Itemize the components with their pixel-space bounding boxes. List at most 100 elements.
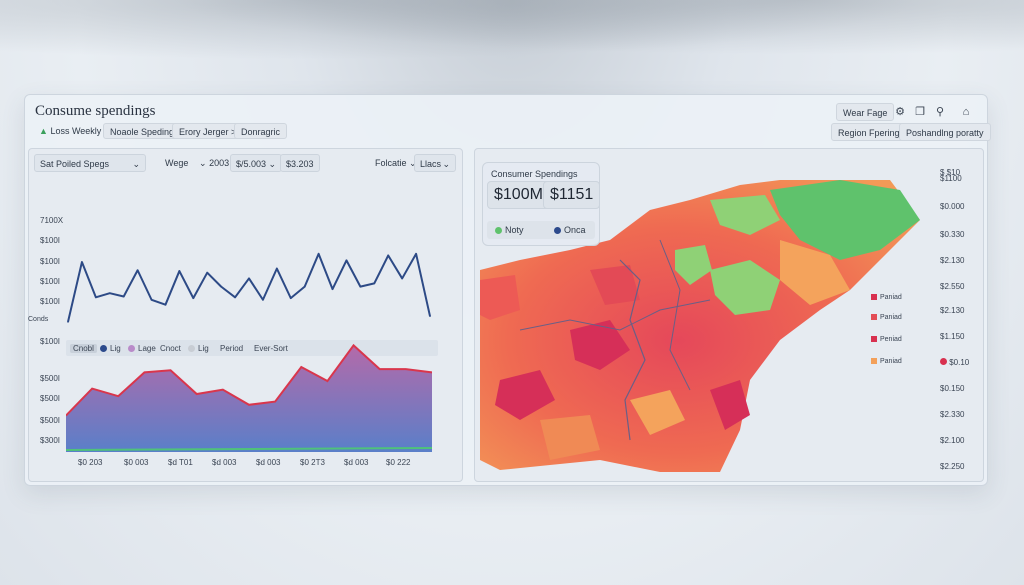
swatch-icon — [871, 358, 877, 364]
chevron-down-icon: ⌄ — [268, 159, 277, 169]
legend-item-lage[interactable]: Lage — [128, 344, 156, 353]
area-series-fill — [66, 345, 432, 452]
y-tick-label: $100I — [40, 236, 61, 245]
period-select[interactable]: Sat Poiled Spegs ⌄ — [34, 154, 146, 172]
value-chip-1[interactable]: $/5.003 ⌄ — [230, 154, 283, 172]
green-dot-icon — [495, 227, 502, 234]
legend-item-lig-2[interactable]: Lig — [188, 344, 209, 353]
folcatie-select[interactable]: Folcatie ⌄ — [375, 158, 417, 168]
swatch-icon — [871, 294, 877, 300]
copy-icon[interactable]: ❐ — [915, 106, 925, 118]
line-point — [359, 285, 362, 288]
x-tick-label: $0 203 — [78, 458, 103, 467]
map-region-north-green — [770, 180, 920, 260]
line-series — [67, 252, 431, 323]
chevron-down-icon: ⌄ — [442, 159, 450, 169]
chevron-down-icon: ⌄ — [132, 159, 140, 169]
legend-item-ever-sort[interactable]: Ever-Sort — [254, 344, 288, 353]
line-point — [429, 315, 431, 317]
value-chip-2[interactable]: $3.203 — [280, 154, 320, 172]
map-legend-item[interactable]: Paniad — [871, 358, 902, 365]
y-tick-label: $100I — [40, 277, 61, 286]
line-point — [95, 296, 97, 299]
map-road — [659, 239, 691, 391]
right-scale-label: $ $10 — [940, 168, 961, 177]
right-scale-label: $1100 — [940, 174, 962, 183]
year-chip[interactable]: ⌄ 2003 — [199, 158, 230, 168]
line-point — [122, 295, 125, 298]
legend-item-cnoct[interactable]: Cnoct — [160, 344, 181, 353]
map-value-1: $100M — [487, 181, 550, 209]
poshandlng-poratty-button[interactable]: Poshandlng poratty — [899, 123, 991, 141]
y-tick-label: $100I — [40, 337, 61, 346]
map-region-red — [480, 275, 520, 320]
search-icon[interactable]: ⚲ — [935, 106, 945, 118]
legend-noty[interactable]: Noty — [495, 225, 524, 235]
llacs-select[interactable]: Llacs ⌄ — [414, 154, 456, 172]
legend-item-period[interactable]: Period — [220, 344, 244, 353]
line-point — [373, 282, 376, 285]
swatch-icon — [871, 336, 877, 342]
line-point — [401, 277, 403, 280]
map-summary-card: Consumer Spendings $100M $1151 Noty Onca — [482, 162, 601, 246]
map-region-orange — [540, 415, 600, 460]
legend-item-lig[interactable]: Lig — [100, 344, 121, 353]
x-tick-label: $d 003 — [256, 458, 281, 467]
map-legend-item[interactable]: Paniad — [871, 314, 902, 321]
y-tick-label: 7100X — [40, 216, 64, 225]
map-region-crimson — [495, 370, 555, 420]
filter-donragric[interactable]: Donragric — [234, 123, 288, 139]
right-scale-label: $2.130 — [940, 306, 965, 315]
legend-item-cnobl[interactable]: Cnobl — [70, 344, 97, 353]
filter-erory-jerger[interactable]: Erory Jerger > — [172, 123, 244, 139]
choropleth-map — [480, 180, 920, 472]
area-series-line — [66, 343, 432, 417]
right-scale-label: $2.330 — [940, 410, 965, 419]
y-tick-label: $500I — [40, 394, 61, 403]
wege-label: Wege — [165, 158, 189, 168]
map-region-green — [710, 260, 780, 315]
baseline-series — [66, 447, 432, 451]
wear-fage-button[interactable]: Wear Fage — [836, 103, 895, 121]
filter-speding[interactable]: Noaole Speding — [103, 123, 182, 139]
map-region-orange — [630, 390, 685, 435]
map-card-legend: Noty Onca — [487, 221, 595, 239]
line-point — [387, 254, 390, 257]
right-scale-label: $0.330 — [940, 230, 965, 239]
region-fpering-button[interactable]: Region Fpering — [831, 123, 907, 141]
right-scale-label: $0.10 — [940, 358, 969, 367]
line-point — [345, 259, 348, 262]
line-point — [164, 303, 167, 306]
line-point — [262, 298, 264, 301]
line-point — [192, 297, 195, 299]
map-legend-item[interactable]: Paniad — [871, 294, 902, 301]
line-point — [108, 292, 111, 294]
line-point — [317, 253, 320, 255]
map-legend-item[interactable]: Peniad — [871, 336, 902, 343]
map-value-2: $1151 — [543, 181, 601, 209]
x-tick-label: $d 003 — [212, 458, 237, 467]
swatch-icon — [871, 314, 877, 320]
y-tick-label: $500I — [40, 416, 61, 425]
line-point — [178, 270, 181, 272]
filter-loss-weekly[interactable]: ▲ Loss Weekly — [39, 126, 102, 136]
line-chart — [67, 252, 431, 323]
right-scale-label: $1.150 — [940, 332, 965, 341]
x-tick-label: $0 222 — [386, 458, 411, 467]
right-scale-label: $0.000 — [940, 202, 965, 211]
series-dot-icon — [100, 345, 107, 352]
line-point — [276, 267, 278, 270]
right-scale-label: $2.550 — [940, 282, 965, 291]
area-chart — [66, 343, 432, 452]
right-scale-label: $2.250 — [940, 462, 965, 471]
legend-onca[interactable]: Onca — [554, 225, 586, 235]
line-point — [415, 253, 417, 255]
map-road — [519, 299, 711, 331]
home-icon[interactable]: ⌂ — [962, 106, 970, 118]
y-axis-title: Conds — [28, 316, 49, 323]
background-shade — [0, 0, 1024, 70]
filter-icon[interactable]: ⚙ — [895, 106, 905, 118]
right-scale-label: $2.100 — [940, 436, 965, 445]
dropdown-icon: ⌄ — [199, 158, 207, 168]
chart-legend-bar — [66, 340, 438, 356]
